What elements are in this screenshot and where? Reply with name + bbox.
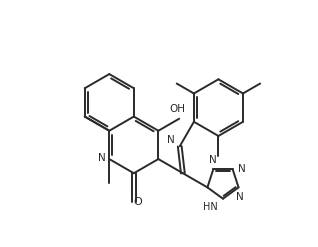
Text: N: N xyxy=(236,192,244,202)
Text: HN: HN xyxy=(203,203,217,212)
Text: O: O xyxy=(133,197,142,206)
Text: N: N xyxy=(167,135,175,145)
Text: N: N xyxy=(98,153,106,163)
Text: N: N xyxy=(210,155,217,165)
Text: OH: OH xyxy=(169,104,186,114)
Text: N: N xyxy=(238,164,245,174)
